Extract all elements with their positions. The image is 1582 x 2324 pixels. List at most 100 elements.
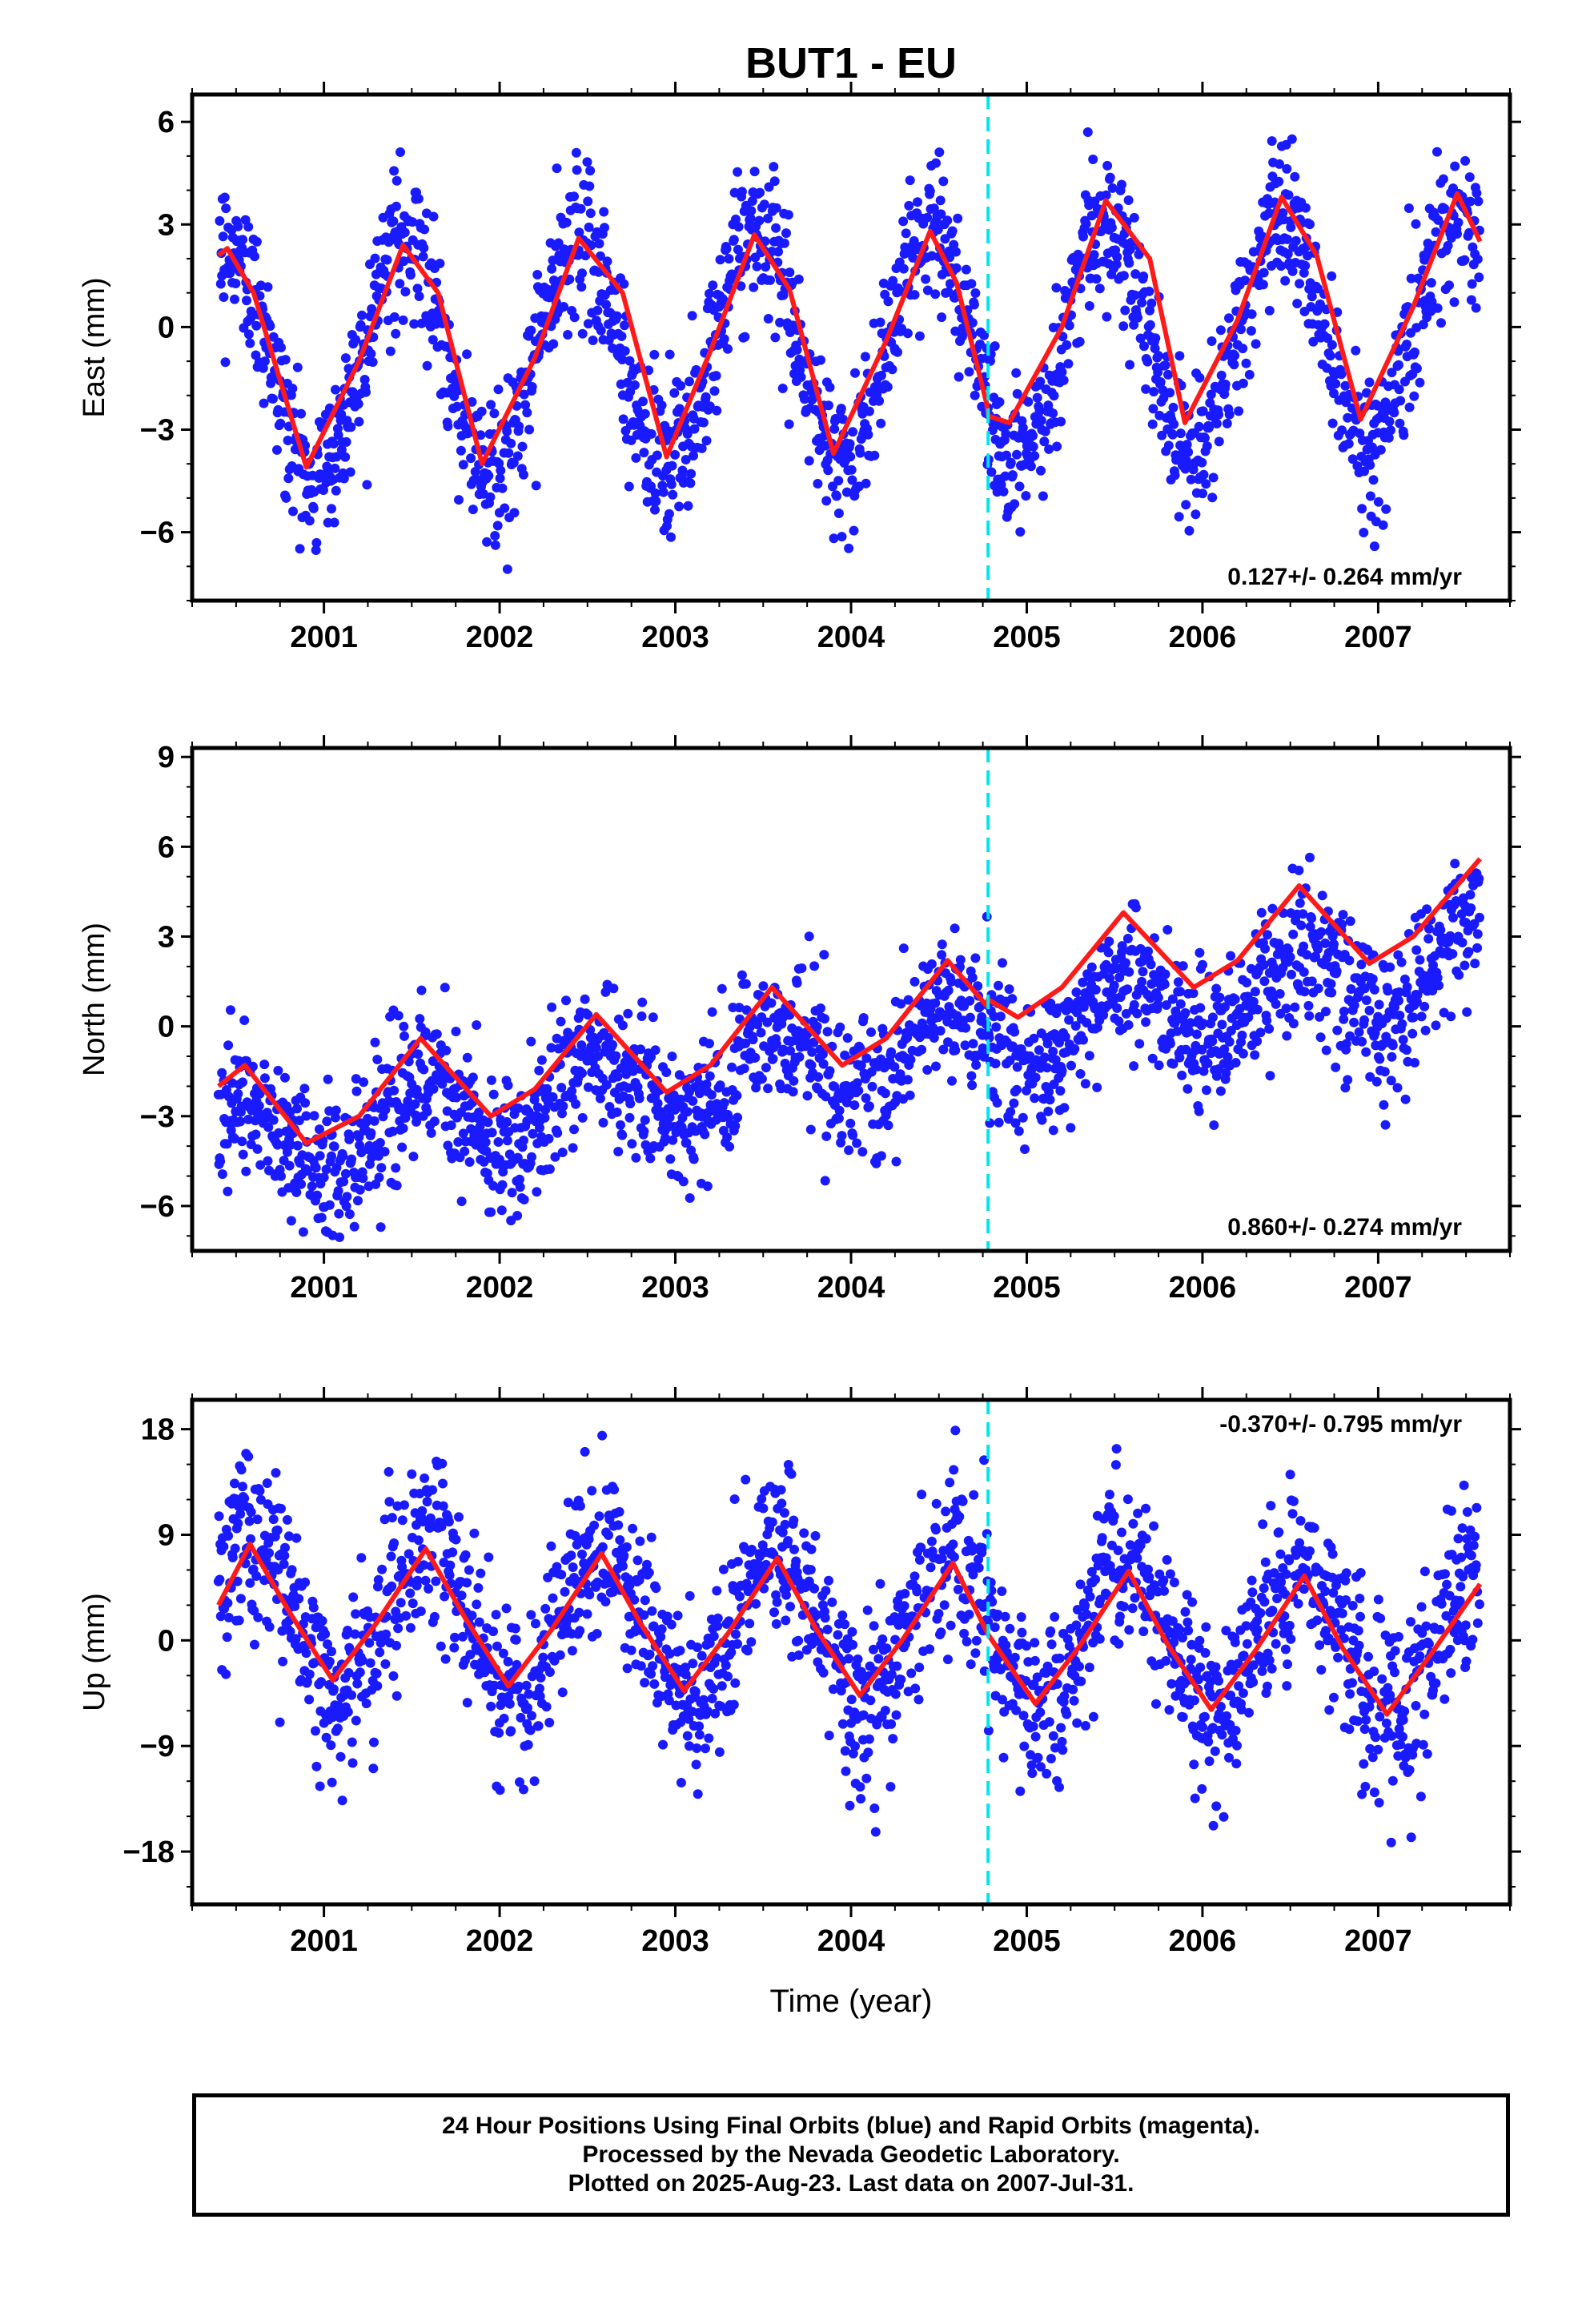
up-point xyxy=(523,1703,532,1713)
up-point xyxy=(636,1661,646,1671)
north-y-tick-label: −3 xyxy=(140,1100,175,1134)
north-point xyxy=(842,1033,853,1043)
east-point xyxy=(1467,279,1477,289)
east-point xyxy=(689,424,700,434)
north-point xyxy=(1447,949,1458,959)
east-point xyxy=(304,516,315,526)
north-point xyxy=(254,1108,264,1118)
north-point xyxy=(903,995,913,1005)
up-point xyxy=(925,1644,935,1655)
east-point xyxy=(1300,203,1311,213)
north-point xyxy=(1462,1007,1472,1017)
east-point xyxy=(476,430,486,440)
up-point xyxy=(462,1698,472,1708)
north-point xyxy=(968,1039,978,1049)
north-point xyxy=(1282,1031,1292,1041)
up-point xyxy=(694,1730,705,1740)
east-point xyxy=(594,239,604,249)
north-point xyxy=(472,1020,482,1030)
up-point xyxy=(617,1561,628,1571)
up-point xyxy=(472,1599,482,1610)
north-point xyxy=(1431,1020,1441,1031)
north-point xyxy=(272,1140,283,1150)
up-point xyxy=(253,1612,263,1622)
east-model-line xyxy=(217,191,1483,470)
east-point xyxy=(577,268,587,279)
north-point xyxy=(561,995,571,1006)
north-point xyxy=(700,1129,710,1140)
north-point xyxy=(1327,931,1338,942)
east-point xyxy=(1444,280,1454,291)
north-point xyxy=(608,983,619,994)
east-point xyxy=(1378,520,1388,530)
up-point xyxy=(777,1527,788,1538)
east-point xyxy=(583,319,593,329)
north-point xyxy=(1153,999,1163,1010)
up-point xyxy=(417,1506,428,1516)
north-point xyxy=(768,1054,778,1064)
north-point xyxy=(358,1173,368,1184)
north-point xyxy=(1012,1062,1022,1072)
up-point xyxy=(235,1509,246,1519)
north-point xyxy=(1104,936,1114,947)
east-point xyxy=(1163,440,1174,451)
east-point xyxy=(1307,292,1317,302)
east-point xyxy=(1199,469,1209,480)
north-point xyxy=(259,1073,270,1084)
up-point xyxy=(275,1717,285,1727)
up-point xyxy=(335,1751,346,1762)
north-point xyxy=(1361,995,1371,1005)
up-point xyxy=(544,1718,555,1727)
east-point xyxy=(1102,160,1113,171)
north-point xyxy=(706,1090,717,1100)
north-point xyxy=(462,1052,472,1063)
north-point xyxy=(292,1140,303,1151)
east-point xyxy=(548,339,559,349)
east-x-tick-label: 2002 xyxy=(466,621,534,654)
east-point xyxy=(1058,375,1069,385)
north-point xyxy=(309,1111,319,1121)
east-point xyxy=(391,201,401,211)
east-point xyxy=(658,487,669,497)
north-x-tick-label: 2002 xyxy=(466,1271,534,1305)
east-point xyxy=(1082,127,1093,137)
north-point xyxy=(413,1049,424,1059)
up-point xyxy=(474,1617,484,1627)
east-point xyxy=(765,275,775,285)
north-point xyxy=(1203,1058,1213,1068)
north-point xyxy=(1178,961,1188,971)
north-point xyxy=(1295,898,1305,908)
up-point xyxy=(858,1710,869,1720)
up-point xyxy=(840,1619,850,1630)
up-point xyxy=(666,1619,677,1630)
north-point xyxy=(611,1051,621,1061)
east-point xyxy=(1283,190,1294,200)
east-point xyxy=(620,320,629,331)
east-point xyxy=(740,332,750,342)
north-point xyxy=(1423,923,1434,934)
north-point xyxy=(685,1193,695,1203)
north-point xyxy=(725,1141,735,1152)
east-point xyxy=(504,448,514,458)
east-point xyxy=(1207,493,1218,503)
north-point xyxy=(327,1151,336,1161)
north-point xyxy=(480,1137,491,1148)
north-rate-label: 0.860+/- 0.274 mm/yr xyxy=(1227,1214,1462,1240)
north-point xyxy=(1070,1021,1081,1031)
up-point xyxy=(621,1542,632,1552)
north-point xyxy=(1043,1106,1054,1116)
up-point xyxy=(239,1494,250,1503)
up-point xyxy=(223,1530,234,1541)
east-point xyxy=(1369,541,1379,552)
east-point xyxy=(830,414,841,424)
up-point xyxy=(649,1679,660,1689)
east-point xyxy=(639,448,649,458)
east-point xyxy=(829,424,840,434)
north-point xyxy=(1117,941,1127,951)
up-point xyxy=(648,1621,659,1631)
up-point xyxy=(480,1667,490,1678)
north-point xyxy=(1331,966,1342,976)
north-point xyxy=(1320,938,1331,948)
